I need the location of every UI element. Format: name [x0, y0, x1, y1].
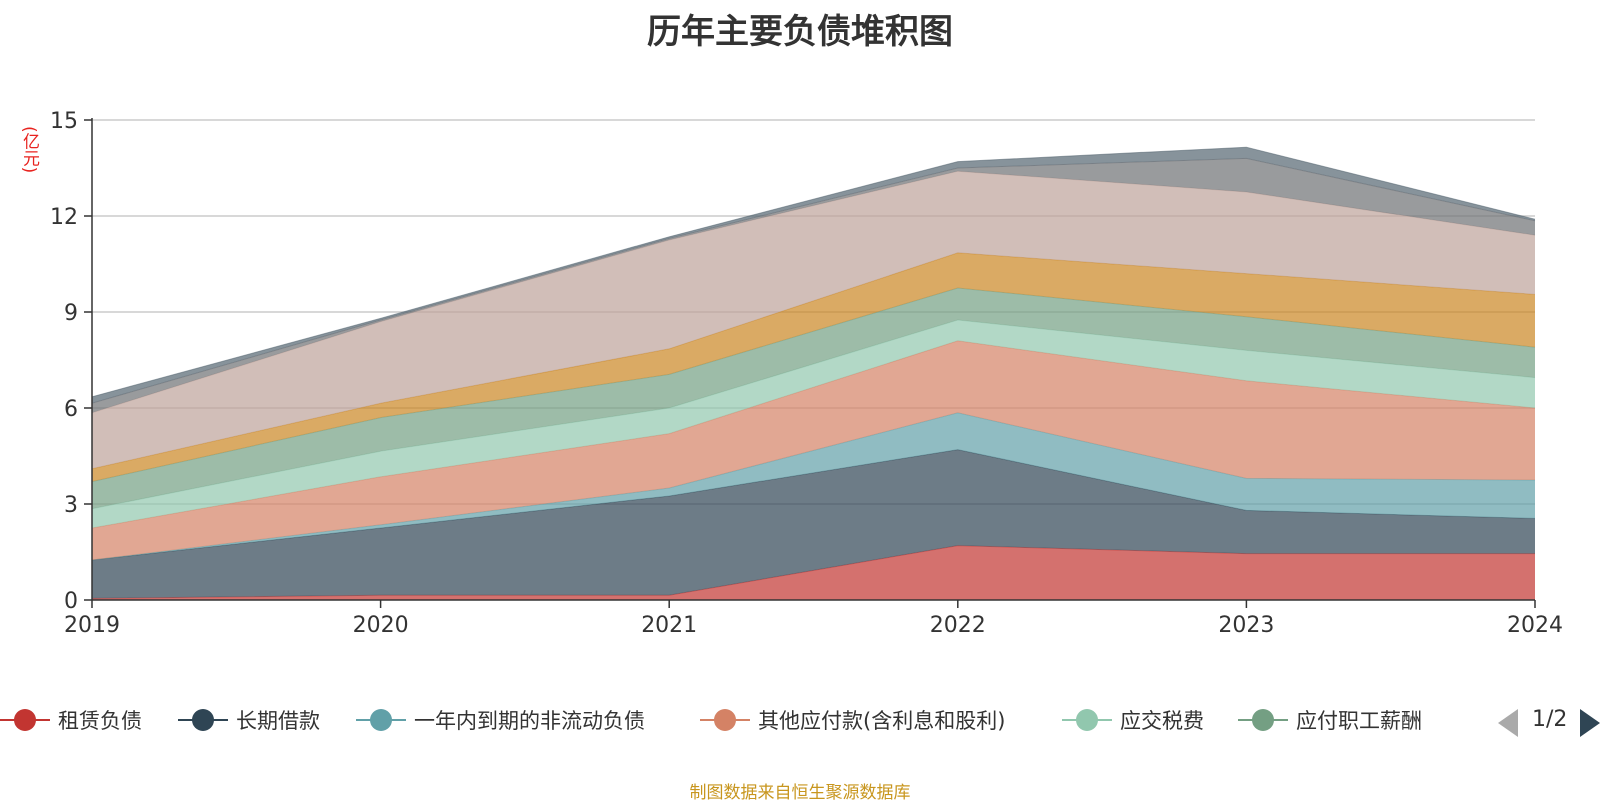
area-series-8[interactable] [92, 171, 1535, 469]
y-tick-label: 3 [64, 493, 78, 518]
legend-marker-icon [1062, 705, 1112, 735]
x-tick-label: 2024 [1507, 613, 1563, 638]
legend-item[interactable]: 其他应付款(含利息和股利) [700, 702, 1005, 738]
stacked-area-chart: 0 3 6 9 12 15 2019 2020 2021 2022 2023 2024 [50, 109, 1563, 638]
legend-item-label: 应付职工薪酬 [1296, 709, 1422, 733]
data-source-note: 制图数据来自恒生聚源数据库 [689, 783, 911, 803]
legend-item[interactable]: 一年内到期的非流动负债 [356, 702, 645, 738]
legend-prev-page-icon[interactable] [1498, 709, 1518, 737]
legend: 租赁负债 长期借款 一年内到期的非流动负债 其他应付款(含利息和股利) 应交税费 应付职工… [0, 702, 1600, 742]
y-tick-label: 12 [50, 205, 78, 230]
legend-items: 租赁负债 长期借款 一年内到期的非流动负债 其他应付款(含利息和股利) 应交税费 应付职工… [0, 702, 1447, 742]
y-tick-label: 9 [64, 301, 78, 326]
legend-marker-icon [0, 705, 50, 735]
legend-page-indicator: 1/2 [1532, 707, 1568, 732]
x-tick-label: 2022 [930, 613, 986, 638]
legend-item-label: 其他应付款(含利息和股利) [758, 709, 1006, 733]
legend-marker-icon [1238, 705, 1288, 735]
x-tick-label: 2021 [641, 613, 697, 638]
x-tick-label: 2019 [64, 613, 120, 638]
x-tick-label: 2023 [1218, 613, 1274, 638]
area-series-6[interactable] [92, 288, 1535, 509]
chart-title: 历年主要负债堆积图 [647, 12, 953, 52]
legend-marker-icon [178, 705, 228, 735]
legend-item-label: 租赁负债 [58, 709, 142, 733]
axes: 0 3 6 9 12 15 2019 2020 2021 2022 2023 2024 [50, 109, 1563, 638]
legend-next-page-icon[interactable] [1580, 709, 1600, 737]
area-series-2[interactable] [92, 449, 1535, 599]
legend-item[interactable]: 应付职工薪酬 [1238, 702, 1422, 738]
legend-item[interactable]: 应交税费 [1062, 702, 1204, 738]
area-series-4[interactable] [92, 340, 1535, 560]
legend-item[interactable]: 长期借款 [178, 702, 320, 738]
area-series-4-edge [91, 340, 1536, 529]
x-tick-label: 2020 [353, 613, 409, 638]
legend-item-label: 应交税费 [1120, 709, 1204, 733]
area-series-1[interactable] [92, 545, 1535, 600]
legend-marker-icon [356, 705, 406, 735]
area-series-layer [91, 146, 1536, 600]
y-tick-label: 6 [64, 397, 78, 422]
y-tick-label: 0 [64, 589, 78, 614]
area-series-3[interactable] [92, 412, 1535, 560]
legend-marker-icon [700, 705, 750, 735]
area-series-10-edge [91, 146, 1536, 398]
legend-item-label: 一年内到期的非流动负债 [414, 709, 645, 733]
y-tick-label: 15 [50, 109, 78, 134]
legend-item-label: 长期借款 [236, 709, 320, 733]
legend-item[interactable]: 租赁负债 [0, 702, 142, 738]
y-axis-unit-label: (亿元) [19, 126, 39, 174]
